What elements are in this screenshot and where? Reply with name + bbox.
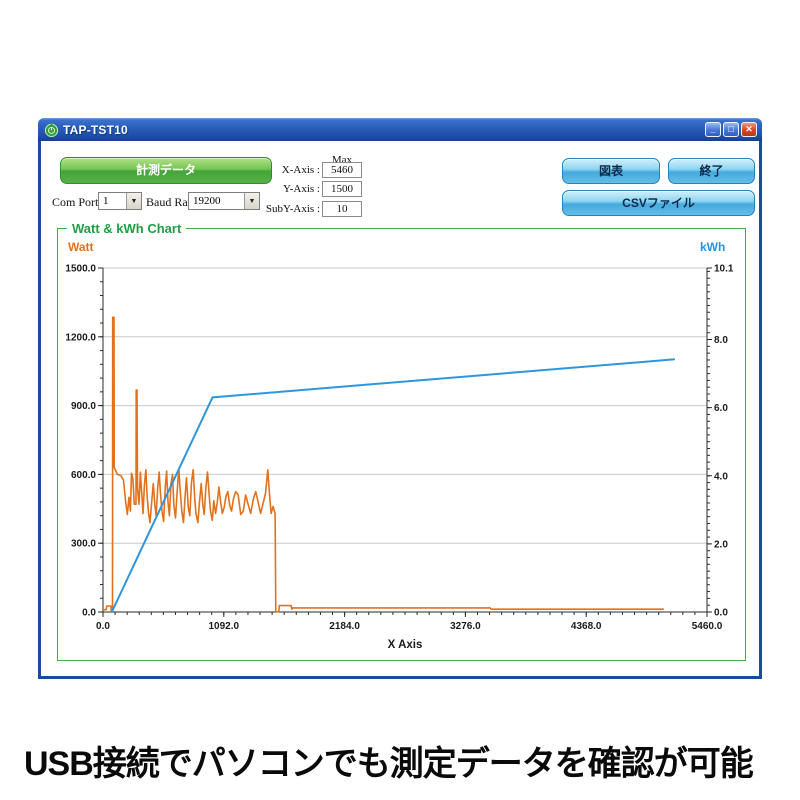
minimize-button[interactable]: _: [705, 122, 721, 137]
kwh-axis-label: kWh: [700, 240, 726, 254]
title-bar[interactable]: TAP-TST10 _ □ ✕: [38, 118, 762, 141]
baud-rate-label: Baud Rate: [146, 195, 197, 209]
svg-text:4368.0: 4368.0: [571, 621, 602, 632]
chart-group-title: Watt & kWh Chart: [67, 221, 187, 236]
window-controls: _ □ ✕: [705, 122, 757, 137]
y-axis-max-label: Y-Axis :: [283, 183, 320, 195]
svg-text:900.0: 900.0: [71, 401, 96, 412]
svg-text:10.1: 10.1: [714, 264, 734, 275]
svg-text:0.0: 0.0: [714, 608, 728, 619]
svg-text:300.0: 300.0: [71, 539, 96, 550]
svg-text:1092.0: 1092.0: [209, 621, 240, 632]
svg-text:1200.0: 1200.0: [65, 332, 96, 343]
com-port-label: Com Port: [52, 195, 99, 209]
svg-text:0.0: 0.0: [82, 608, 96, 619]
svg-text:6.0: 6.0: [714, 403, 728, 414]
svg-text:4.0: 4.0: [714, 471, 728, 482]
chart-button[interactable]: 図表: [562, 158, 660, 184]
com-port-dropdown-arrow-icon[interactable]: ▼: [126, 193, 141, 209]
baud-rate-value: 19200: [193, 195, 221, 207]
y-axis-max-input[interactable]: 1500: [322, 181, 362, 197]
svg-text:3276.0: 3276.0: [450, 621, 481, 632]
watt-kwh-chart: 0.0 1092.0 2184.0 3276.0 4368.0 5460.0 0.0 300.…: [65, 264, 734, 652]
window-title: TAP-TST10: [63, 122, 128, 137]
suby-axis-max-label: SubY-Axis :: [265, 203, 320, 215]
svg-text:X Axis: X Axis: [388, 639, 423, 651]
x-axis-max-input[interactable]: 5460: [322, 162, 362, 178]
svg-text:5460.0: 5460.0: [692, 621, 723, 632]
chart-groupbox: [57, 228, 746, 661]
svg-text:8.0: 8.0: [714, 335, 728, 346]
suby-axis-max-input[interactable]: 10: [322, 201, 362, 217]
svg-text:1500.0: 1500.0: [65, 264, 96, 275]
svg-text:2184.0: 2184.0: [329, 621, 360, 632]
bottom-caption: USB接続でパソコンでも測定データを確認が可能: [24, 745, 754, 783]
svg-text:600.0: 600.0: [71, 470, 96, 481]
app-window: TAP-TST10 _ □ ✕ 計測データ Com Port 1 ▼ Baud …: [38, 118, 762, 679]
watt-axis-label: Watt: [68, 240, 94, 254]
csv-file-button[interactable]: CSVファイル: [562, 190, 755, 216]
exit-button[interactable]: 終了: [668, 158, 755, 184]
baud-rate-select[interactable]: 19200 ▼: [188, 192, 260, 210]
com-port-select[interactable]: 1 ▼: [98, 192, 142, 210]
measure-data-button[interactable]: 計測データ: [60, 157, 272, 184]
svg-text:0.0: 0.0: [96, 621, 110, 632]
com-port-value: 1: [103, 195, 109, 207]
x-axis-max-label: X-Axis :: [281, 164, 320, 176]
close-button[interactable]: ✕: [741, 122, 757, 137]
maximize-button[interactable]: □: [723, 122, 739, 137]
app-icon: [44, 122, 59, 137]
baud-rate-dropdown-arrow-icon[interactable]: ▼: [244, 193, 259, 209]
svg-text:2.0: 2.0: [714, 539, 728, 550]
